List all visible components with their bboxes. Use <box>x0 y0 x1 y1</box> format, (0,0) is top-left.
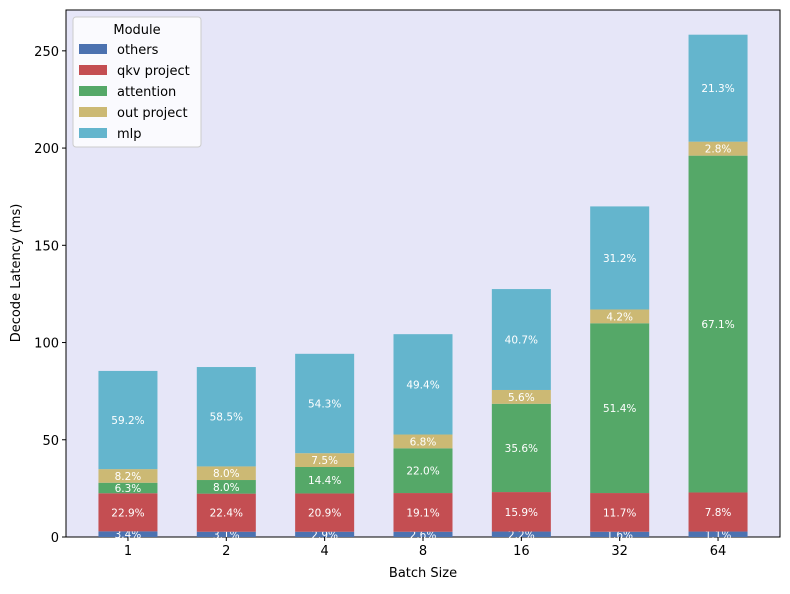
bar-segment-attention-32 <box>590 323 650 494</box>
bar-segment-out-project-8 <box>393 434 453 449</box>
data-label: 35.6% <box>505 443 538 455</box>
data-label: 14.4% <box>308 475 341 487</box>
bar-segment-attention-1 <box>98 482 158 494</box>
data-label: 67.1% <box>701 319 734 331</box>
data-label: 49.4% <box>406 379 439 391</box>
bar-segment-attention-8 <box>393 448 453 494</box>
data-label: 21.3% <box>701 83 734 95</box>
legend-label: attention <box>117 85 176 100</box>
data-label: 40.7% <box>505 335 538 347</box>
data-label: 31.2% <box>603 253 636 265</box>
bar-segment-qkv-project-16 <box>491 492 551 532</box>
bar-segment-qkv-project-2 <box>196 493 256 532</box>
bar-segment-out-project-4 <box>295 453 355 467</box>
data-label: 54.3% <box>308 398 341 410</box>
data-label: 4.2% <box>606 311 633 323</box>
legend-label: qkv project <box>117 64 190 79</box>
bar-segment-attention-64 <box>688 155 748 493</box>
bar-segment-mlp-64 <box>688 34 748 142</box>
x-tick-label: 16 <box>513 544 530 559</box>
data-label: 22.9% <box>111 507 144 519</box>
y-tick-label: 250 <box>34 45 59 60</box>
legend-label: others <box>117 43 159 58</box>
data-label: 8.0% <box>213 468 240 480</box>
data-label: 2.9% <box>311 529 338 541</box>
bar-segment-others-32 <box>590 531 650 537</box>
legend-swatch <box>79 44 107 54</box>
data-label: 59.2% <box>111 415 144 427</box>
bar-segment-qkv-project-4 <box>295 493 355 532</box>
data-label: 7.8% <box>705 507 732 519</box>
data-label: 2.8% <box>705 144 732 156</box>
bar-segment-others-1 <box>98 531 158 537</box>
bar-segment-mlp-32 <box>590 206 650 310</box>
bar-segment-mlp-4 <box>295 353 355 454</box>
data-label: 3.1% <box>213 529 240 541</box>
data-label: 11.7% <box>603 507 636 519</box>
legend-label: mlp <box>117 127 142 142</box>
y-axis-label: Decode Latency (ms) <box>9 204 24 343</box>
bar-segment-mlp-2 <box>196 367 256 467</box>
data-label: 2.2% <box>508 529 535 541</box>
bar-segment-mlp-1 <box>98 370 158 470</box>
y-tick-label: 0 <box>51 531 59 546</box>
x-tick-label: 64 <box>710 544 727 559</box>
x-tick-label: 4 <box>321 544 329 559</box>
data-label: 1.1% <box>705 529 732 541</box>
x-tick-label: 8 <box>419 544 427 559</box>
data-label: 5.6% <box>508 392 535 404</box>
bar-segment-out-project-32 <box>590 309 650 324</box>
y-tick-label: 200 <box>34 142 59 157</box>
bar-segment-mlp-16 <box>491 289 551 390</box>
legend-title: Module <box>113 23 160 38</box>
legend: Module others qkv project attention out proj… <box>72 16 202 148</box>
data-label: 2.6% <box>410 529 437 541</box>
legend-swatch <box>79 65 107 75</box>
bar-segment-out-project-16 <box>491 389 551 404</box>
data-label: 6.8% <box>410 436 437 448</box>
data-label: 22.0% <box>406 466 439 478</box>
bar-segment-attention-4 <box>295 466 355 494</box>
bar-segment-others-64 <box>688 531 748 537</box>
bar-segment-others-2 <box>196 531 256 537</box>
y-tick-label: 100 <box>34 337 59 352</box>
data-label: 19.1% <box>406 507 439 519</box>
bar-segment-attention-2 <box>196 480 256 494</box>
data-label: 3.4% <box>115 529 142 541</box>
legend-swatch <box>79 86 107 96</box>
x-tick-label: 1 <box>124 544 132 559</box>
data-label: 20.9% <box>308 508 341 520</box>
bar-segment-qkv-project-64 <box>688 492 748 532</box>
bar-segment-others-4 <box>295 531 355 537</box>
data-label: 6.3% <box>115 483 142 495</box>
data-label: 51.4% <box>603 403 636 415</box>
bar-segment-mlp-8 <box>393 334 453 435</box>
bar-segment-out-project-1 <box>98 469 158 483</box>
legend-swatch <box>79 128 107 138</box>
data-label: 22.4% <box>210 508 243 520</box>
bar-segment-out-project-64 <box>688 141 748 156</box>
bar-segment-qkv-project-8 <box>393 493 453 532</box>
bar-segment-others-16 <box>491 531 551 537</box>
data-label: 8.2% <box>115 471 142 483</box>
data-label: 15.9% <box>505 507 538 519</box>
data-label: 7.5% <box>311 455 338 467</box>
y-tick-label: 50 <box>42 434 59 449</box>
bar-segment-attention-16 <box>491 403 551 493</box>
x-tick-label: 2 <box>222 544 230 559</box>
data-label: 8.0% <box>213 482 240 494</box>
y-tick-label: 150 <box>34 239 59 254</box>
bar-segment-qkv-project-1 <box>98 493 158 532</box>
bar-segment-others-8 <box>393 531 453 537</box>
bar-segment-out-project-2 <box>196 466 256 481</box>
legend-swatch <box>79 107 107 117</box>
data-label: 1.6% <box>606 529 633 541</box>
x-axis-label: Batch Size <box>389 566 457 581</box>
legend-label: out project <box>117 106 188 121</box>
bar-segment-qkv-project-32 <box>590 493 650 532</box>
x-tick-label: 32 <box>611 544 628 559</box>
data-label: 58.5% <box>210 412 243 424</box>
